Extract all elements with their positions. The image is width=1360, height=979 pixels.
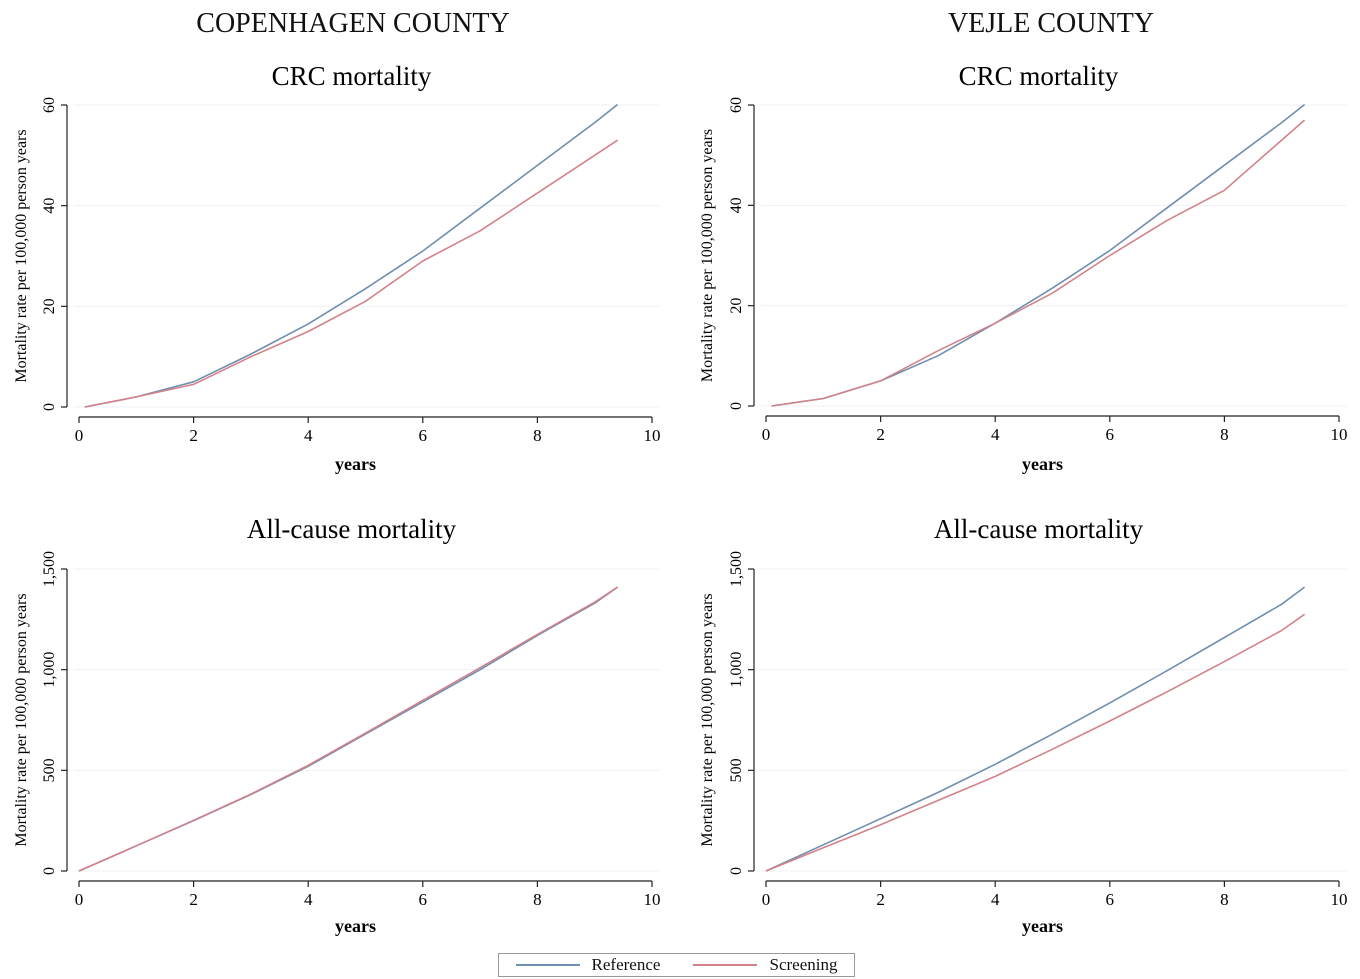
legend-swatch-screening (693, 964, 758, 966)
panel-1-ytick-label-2: 40 (728, 197, 745, 213)
panel-0-xtick-label-3: 6 (419, 426, 428, 445)
panel-2-ytick-label-3: 1,500 (41, 551, 58, 587)
panel-2-ylabel: Mortality rate per 100,000 person years (13, 593, 30, 846)
panel-3-ytick-label-1: 500 (728, 758, 745, 782)
panel-1-ylabel: Mortality rate per 100,000 person years (699, 129, 716, 382)
panel-2-title: All-cause mortality (247, 514, 457, 544)
panel-1-ytick-label-0: 0 (728, 402, 745, 410)
panel-3-ytick-label-3: 1,500 (728, 551, 745, 587)
legend-item-reference: Reference (515, 955, 661, 975)
panel-2-xtick-label-2: 4 (304, 890, 313, 909)
legend-label-reference: Reference (591, 955, 661, 974)
panel-3-xtick-label-5: 10 (1331, 890, 1348, 909)
panel-2-xlabel: years (335, 916, 376, 936)
panel-1-xtick-label-2: 4 (991, 425, 1000, 444)
legend: Reference Screening (498, 953, 855, 977)
county-title-copenhagen: COPENHAGEN COUNTY (196, 8, 510, 39)
panel-2-ytick-label-2: 1,000 (41, 652, 58, 688)
panel-1-title: CRC mortality (959, 61, 1119, 91)
panel-0-xtick-label-5: 10 (644, 426, 661, 445)
panel-0-ytick-label-3: 60 (41, 97, 58, 113)
panel-1-xtick-label-5: 10 (1331, 425, 1348, 444)
panel-1-xtick-label-1: 2 (876, 425, 885, 444)
legend-swatch-reference (515, 964, 580, 966)
panel-2-series-reference (78, 586, 619, 872)
panel-0-ytick-label-1: 20 (41, 298, 58, 314)
panel-1-ytick-label-1: 20 (728, 298, 745, 314)
panel-2-ytick-label-0: 0 (41, 867, 58, 875)
panel-0-ylabel: Mortality rate per 100,000 person years (13, 129, 30, 382)
panel-3-xlabel: years (1022, 916, 1063, 936)
panel-3-title: All-cause mortality (934, 514, 1144, 544)
panel-2-ytick-label-1: 500 (41, 758, 58, 782)
panel-2-xtick-label-3: 6 (419, 890, 428, 909)
panel-1-xtick-label-0: 0 (762, 425, 771, 444)
panel-0-series-screening (84, 139, 619, 408)
panel-0-title: CRC mortality (272, 61, 432, 91)
panel-1-xtick-label-3: 6 (1106, 425, 1115, 444)
panel-2-xtick-label-1: 2 (189, 890, 198, 909)
panel-3-series-reference (765, 586, 1306, 872)
county-title-vejle: VEJLE COUNTY (947, 8, 1155, 39)
panel-3-ylabel: Mortality rate per 100,000 person years (699, 593, 716, 846)
panel-0-ytick-label-2: 40 (41, 198, 58, 214)
panel-1-ytick-label-3: 60 (728, 97, 745, 113)
panel-3-series-screening (765, 613, 1306, 872)
panel-0-ytick-label-0: 0 (41, 403, 58, 411)
panel-1-series-reference (771, 103, 1306, 407)
panel-3-xtick-label-1: 2 (876, 890, 885, 909)
panel-3-xtick-label-2: 4 (991, 890, 1000, 909)
legend-label-screening: Screening (769, 955, 838, 974)
panel-0-xtick-label-4: 8 (533, 426, 542, 445)
panel-1-series-screening (771, 119, 1306, 407)
panel-1-xlabel: years (1022, 454, 1063, 474)
panel-1-xtick-label-4: 8 (1220, 425, 1229, 444)
panel-0-xtick-label-2: 4 (304, 426, 313, 445)
panel-2-xtick-label-4: 8 (533, 890, 542, 909)
panel-2-series-screening (78, 586, 619, 872)
panel-2-xtick-label-5: 10 (644, 890, 661, 909)
panel-3-xtick-label-3: 6 (1106, 890, 1115, 909)
panel-0-xtick-label-0: 0 (75, 426, 84, 445)
panel-3-xtick-label-0: 0 (762, 890, 771, 909)
panel-3-ytick-label-2: 1,000 (728, 652, 745, 688)
panel-3-xtick-label-4: 8 (1220, 890, 1229, 909)
panel-0-xlabel: years (335, 454, 376, 474)
panel-0-series-reference (84, 103, 619, 408)
legend-item-screening: Screening (693, 955, 837, 975)
panel-2-xtick-label-0: 0 (75, 890, 84, 909)
panel-3-ytick-label-0: 0 (728, 867, 745, 875)
panel-0-xtick-label-1: 2 (189, 426, 198, 445)
